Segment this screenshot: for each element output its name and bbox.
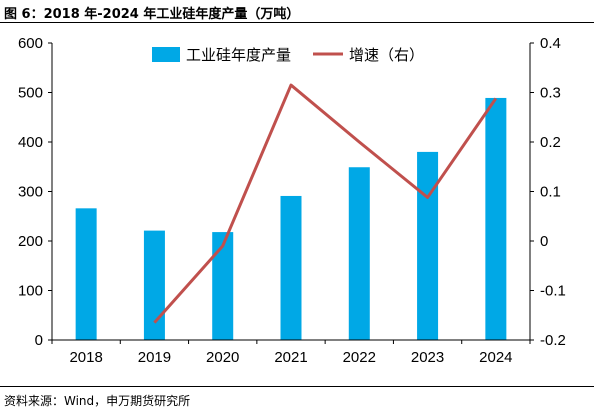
right-tick-label: -0.1 (540, 283, 566, 300)
left-tick-label: 0 (35, 332, 43, 349)
title-rule (0, 22, 594, 23)
bar-2022 (348, 167, 370, 340)
left-tick-label: 500 (18, 85, 43, 102)
source-note: 资料来源：Wind，申万期货研究所 (4, 394, 191, 408)
x-tick-label-2023: 2023 (411, 349, 444, 366)
bar-2024 (485, 97, 507, 340)
bar-2018 (75, 208, 97, 340)
x-tick-label-2018: 2018 (69, 349, 102, 366)
axes: 0 100 200 300 400 500 600 -0.2 -0.1 0 0.1 0.2 0.3 0.4… (18, 35, 566, 366)
bar-2019 (143, 230, 165, 340)
right-tick-label: 0.3 (540, 85, 561, 102)
right-tick-label: -0.2 (540, 332, 566, 349)
bar-2021 (280, 195, 302, 340)
footer-rule (0, 386, 594, 387)
right-tick-label: 0 (540, 233, 548, 250)
x-tick-label-2019: 2019 (138, 349, 171, 366)
x-tick-label-2024: 2024 (479, 349, 512, 366)
legend-label-bar: 工业硅年度产量 (186, 46, 291, 64)
x-tick-label-2020: 2020 (206, 349, 239, 366)
bar-2023 (417, 151, 439, 340)
chart-title: 图 6：2018 年-2024 年工业硅年度产量（万吨） (4, 7, 300, 22)
x-tick-label-2021: 2021 (274, 349, 307, 366)
line-series (153, 83, 498, 324)
growth-line (153, 83, 498, 324)
left-tick-label: 600 (18, 35, 43, 52)
legend-swatch-bar (152, 47, 180, 62)
left-tick-label: 400 (18, 134, 43, 151)
x-tick-label-2022: 2022 (343, 349, 376, 366)
right-tick-label: 0.1 (540, 184, 561, 201)
bar-2020 (212, 232, 234, 340)
right-tick-label: 0.4 (540, 35, 561, 52)
chart-svg: 0 100 200 300 400 500 600 -0.2 -0.1 0 0.1 0.2 0.3 0.4… (18, 35, 566, 366)
legend: 工业硅年度产量 增速（右） (152, 46, 424, 64)
right-tick-label: 0.2 (540, 134, 561, 151)
left-tick-label: 300 (18, 184, 43, 201)
legend-label-line: 增速（右） (349, 46, 424, 64)
left-tick-label: 200 (18, 233, 43, 250)
bar-series (75, 97, 507, 340)
left-tick-label: 100 (18, 283, 43, 300)
